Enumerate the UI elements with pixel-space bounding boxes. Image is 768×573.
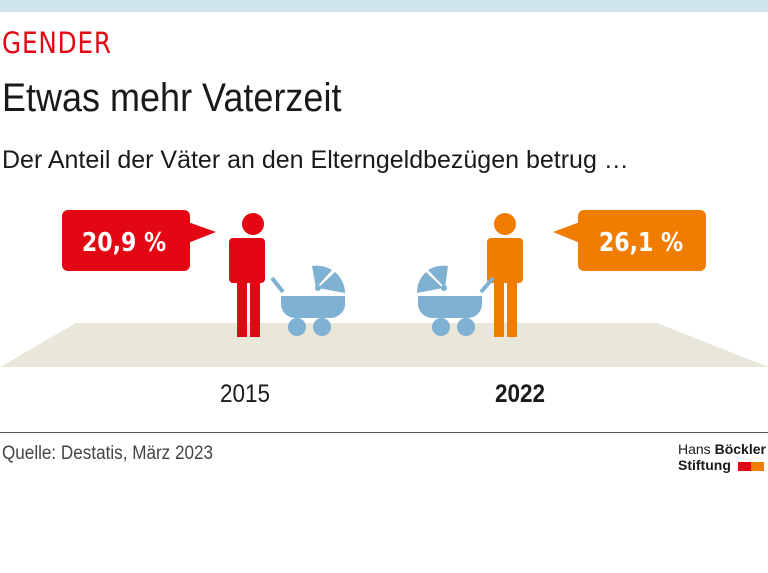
pram-icon-2022 [416, 265, 495, 336]
infographic: 20,9 % 26,1 % [0, 210, 768, 367]
year-label-2015: 2015 [219, 380, 271, 408]
value-label-2015: 20,9 % [82, 227, 166, 257]
logo-text-hans: Hans [678, 441, 715, 457]
logo-text-boeckler: Böckler [714, 441, 766, 457]
logo-red-square [737, 461, 751, 471]
pram-icon-2015 [270, 265, 345, 336]
father-icon-2015 [229, 213, 265, 337]
hans-boeckler-logo: Hans Böckler Stiftung [678, 441, 766, 473]
subtitle: Der Anteil der Väter an den Elterngeldbe… [2, 146, 629, 174]
father-icon-2022 [487, 213, 523, 337]
floor [0, 323, 768, 367]
top-bar [0, 0, 768, 12]
source-note: Quelle: Destatis, März 2023 [2, 443, 214, 464]
bubble-2015: 20,9 % [62, 210, 216, 271]
year-label-2022: 2022 [494, 380, 546, 408]
logo-orange-square [750, 461, 764, 471]
bubble-2022: 26,1 % [553, 210, 706, 271]
kicker: GENDER [2, 26, 112, 60]
divider [0, 432, 768, 433]
page-title: Etwas mehr Vaterzeit [2, 76, 342, 120]
value-label-2022: 26,1 % [599, 227, 683, 257]
logo-text-stiftung: Stiftung [678, 457, 731, 473]
